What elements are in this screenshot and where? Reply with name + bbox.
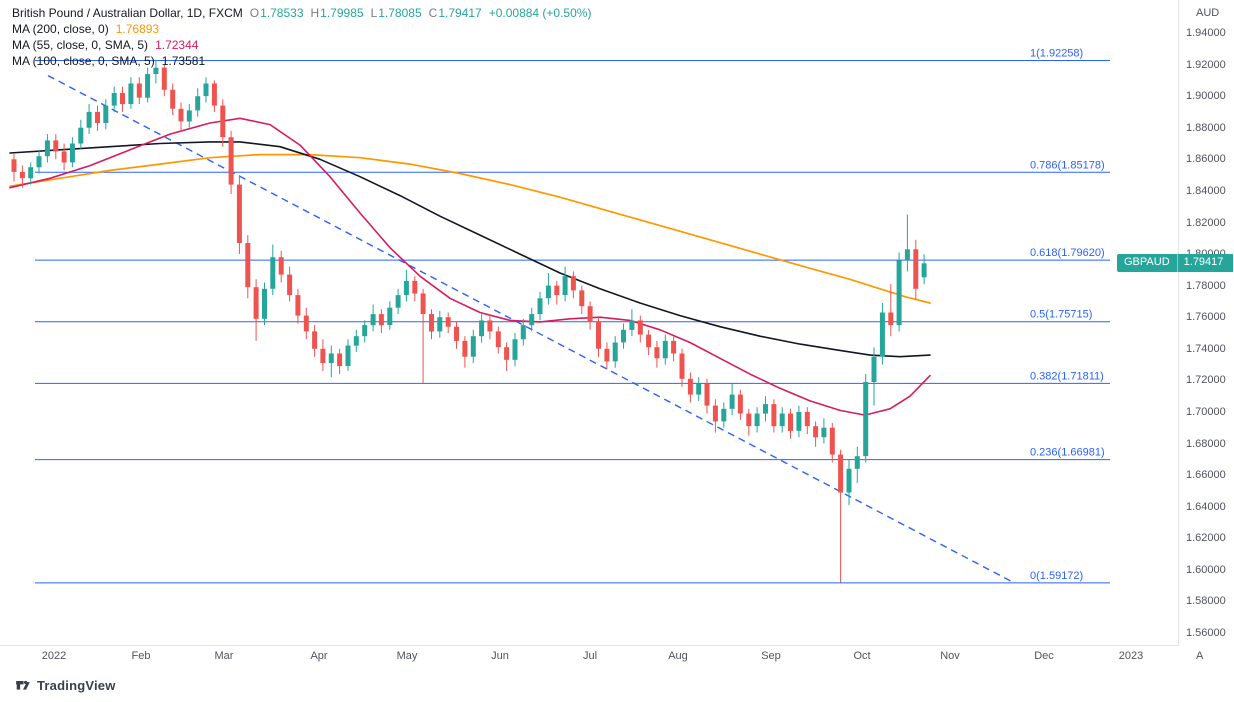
time-axis-label: 2022	[41, 650, 67, 662]
fib-retracement-lines[interactable]: 1(1.92258) 0.786(1.85178) 0.618(1.79620) 0.…	[35, 48, 1110, 584]
time-axis-label: Oct	[853, 650, 871, 662]
ma-line-ma-55[interactable]	[9, 117, 931, 416]
time-axis-label: Feb	[131, 650, 151, 662]
fib-level-label: 0.618(1.79620)	[1030, 247, 1105, 259]
price-axis-label: 1.70000	[1186, 405, 1226, 418]
low-value: 1.78085	[378, 6, 422, 20]
last-price-badge: GBPAUD 1.79417	[1117, 254, 1233, 273]
change-value: +0.00884 (+0.50%)	[488, 6, 592, 20]
time-axis-label: Apr	[310, 650, 328, 662]
price-axis-label: 1.58000	[1186, 595, 1226, 608]
price-axis-label: 1.90000	[1186, 90, 1226, 103]
price-axis-label: 1.62000	[1186, 532, 1226, 545]
time-axis-label: Nov	[940, 650, 960, 662]
chart-legend: British Pound / Australian Dollar, 1D, F…	[12, 5, 591, 69]
price-axis-label: 1.86000	[1186, 153, 1226, 166]
price-axis-label: 1.68000	[1186, 437, 1226, 450]
time-axis-label: Jun	[491, 650, 509, 662]
auto-scale-toggle[interactable]: A	[1196, 650, 1204, 662]
time-axis-label: Dec	[1034, 650, 1054, 662]
price-axis-label: 1.94000	[1186, 27, 1226, 39]
low-label: L	[370, 6, 378, 20]
axis-currency-label: AUD	[1196, 7, 1220, 19]
tradingview-logo-text: TradingView	[37, 677, 116, 693]
open-label: O	[249, 6, 260, 20]
high-label: H	[310, 6, 320, 20]
ma-line-ma-100[interactable]	[9, 141, 931, 358]
fib-level-label: 0(1.59172)	[1030, 570, 1083, 582]
ma200-value: 1.76893	[115, 22, 160, 36]
price-axis-label: 1.92000	[1186, 58, 1226, 71]
time-axis-label: Mar	[214, 650, 234, 662]
time-axis-label: Aug	[668, 650, 688, 662]
tradingview-logo-icon	[15, 677, 31, 693]
price-axis-label: 1.82000	[1186, 216, 1226, 229]
time-axis[interactable]: 2022 Feb Mar Apr May Jun Jul Aug Sep Oct Nov Dec 202…	[0, 646, 1178, 672]
fib-level-label: 1(1.92258)	[1030, 48, 1083, 60]
ma55-legend-row[interactable]: MA (55, close, 0, SMA, 5) 1.72344	[12, 37, 591, 53]
price-axis-label: 1.64000	[1186, 500, 1226, 513]
price-axis-label: 1.78000	[1186, 279, 1226, 292]
symbol-title[interactable]: British Pound / Australian Dollar, 1D, F…	[12, 6, 243, 20]
ma200-label: MA (200, close, 0)	[12, 22, 109, 36]
time-axis-label: Sep	[761, 650, 781, 662]
time-axis-label: 2023	[1118, 650, 1144, 662]
price-axis-label: 1.88000	[1186, 121, 1226, 134]
price-axis-label: 1.56000	[1186, 627, 1226, 639]
ma100-label: MA (100, close, 0, SMA, 5)	[12, 54, 155, 68]
candle-series[interactable]	[11, 59, 927, 583]
chart-plot-area[interactable]: 1(1.92258) 0.786(1.85178) 0.618(1.79620) 0.…	[0, 0, 1179, 646]
open-value: 1.78533	[260, 6, 304, 20]
close-value: 1.79417	[438, 6, 482, 20]
candlestick-chart[interactable]: 1(1.92258) 0.786(1.85178) 0.618(1.79620) 0.…	[0, 0, 1178, 645]
price-axis-label: 1.60000	[1186, 563, 1226, 576]
fib-level-label: 0.5(1.75715)	[1030, 309, 1092, 321]
fib-level-label: 0.236(1.66981)	[1030, 447, 1105, 459]
ma200-legend-row[interactable]: MA (200, close, 0) 1.76893	[12, 21, 591, 37]
close-label: C	[428, 6, 438, 20]
time-axis-label: May	[396, 650, 418, 662]
price-axis-label: 1.66000	[1186, 469, 1226, 482]
ma100-value: 1.73581	[161, 54, 206, 68]
ma55-value: 1.72344	[155, 38, 199, 52]
ma55-label: MA (55, close, 0, SMA, 5)	[12, 38, 149, 52]
symbol-badge: GBPAUD	[1117, 254, 1177, 273]
price-axis[interactable]: AUD 1.94000 1.92000 1.90000 1.88000 1.86000 1…	[1179, 0, 1234, 645]
last-price-value: 1.79417	[1176, 254, 1233, 273]
high-value: 1.79985	[320, 6, 364, 20]
price-axis-label: 1.72000	[1186, 374, 1226, 387]
symbol-legend-row[interactable]: British Pound / Australian Dollar, 1D, F…	[12, 5, 591, 21]
ma-line-ma-200[interactable]	[9, 153, 931, 304]
ma100-legend-row[interactable]: MA (100, close, 0, SMA, 5) 1.73581	[12, 53, 591, 69]
tradingview-logo[interactable]: TradingView	[15, 677, 116, 693]
price-axis-label: 1.76000	[1186, 311, 1226, 324]
time-axis-label: Jul	[582, 650, 598, 662]
fib-level-label: 0.382(1.71811)	[1030, 370, 1104, 382]
price-axis-label: 1.84000	[1186, 184, 1226, 197]
price-axis-label: 1.74000	[1186, 342, 1226, 355]
descending-trendline[interactable]	[47, 74, 1013, 583]
fib-level-label: 0.786(1.85178)	[1030, 159, 1105, 171]
